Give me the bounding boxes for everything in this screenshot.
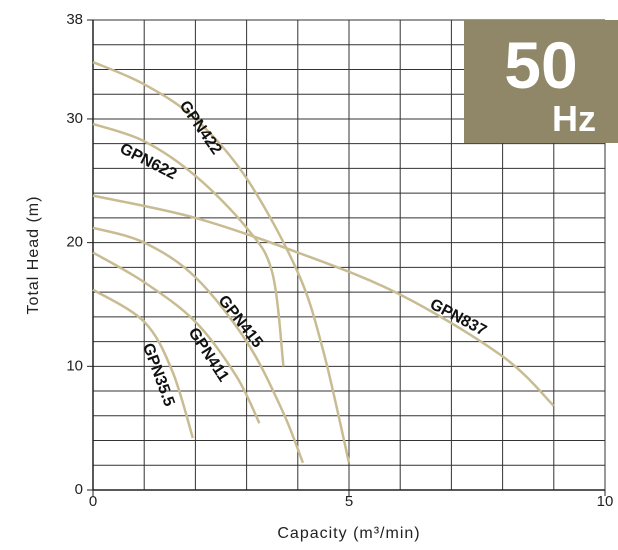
curve — [92, 288, 195, 439]
curve-label: GPN411 — [185, 325, 232, 385]
curve — [92, 226, 305, 464]
y-tick-label: 38 — [66, 11, 83, 28]
curve — [92, 194, 555, 407]
x-tick-label: 5 — [345, 493, 353, 510]
y-axis-title: Total Head (m) — [25, 196, 42, 315]
badge-unit: Hz — [552, 98, 596, 139]
x-axis-title: Capacity (m³/min) — [277, 525, 420, 542]
y-tick-label: 30 — [66, 110, 83, 127]
y-tick-label: 0 — [75, 481, 83, 498]
curve-label: GPN415 — [215, 292, 266, 351]
curve-label: GPN837 — [427, 296, 489, 340]
y-tick-label: 20 — [66, 234, 83, 251]
x-tick-label: 0 — [89, 493, 97, 510]
y-tick-label: 10 — [66, 357, 83, 374]
curve-label: GPN35.5 — [139, 341, 178, 409]
curve — [92, 60, 351, 464]
curve-label: GPN622 — [117, 140, 179, 183]
curve — [92, 122, 285, 367]
curve-label: GPN422 — [176, 98, 225, 158]
badge-number: 50 — [504, 28, 577, 102]
badge — [464, 20, 618, 143]
curve — [92, 251, 261, 424]
x-tick-label: 10 — [597, 493, 614, 510]
